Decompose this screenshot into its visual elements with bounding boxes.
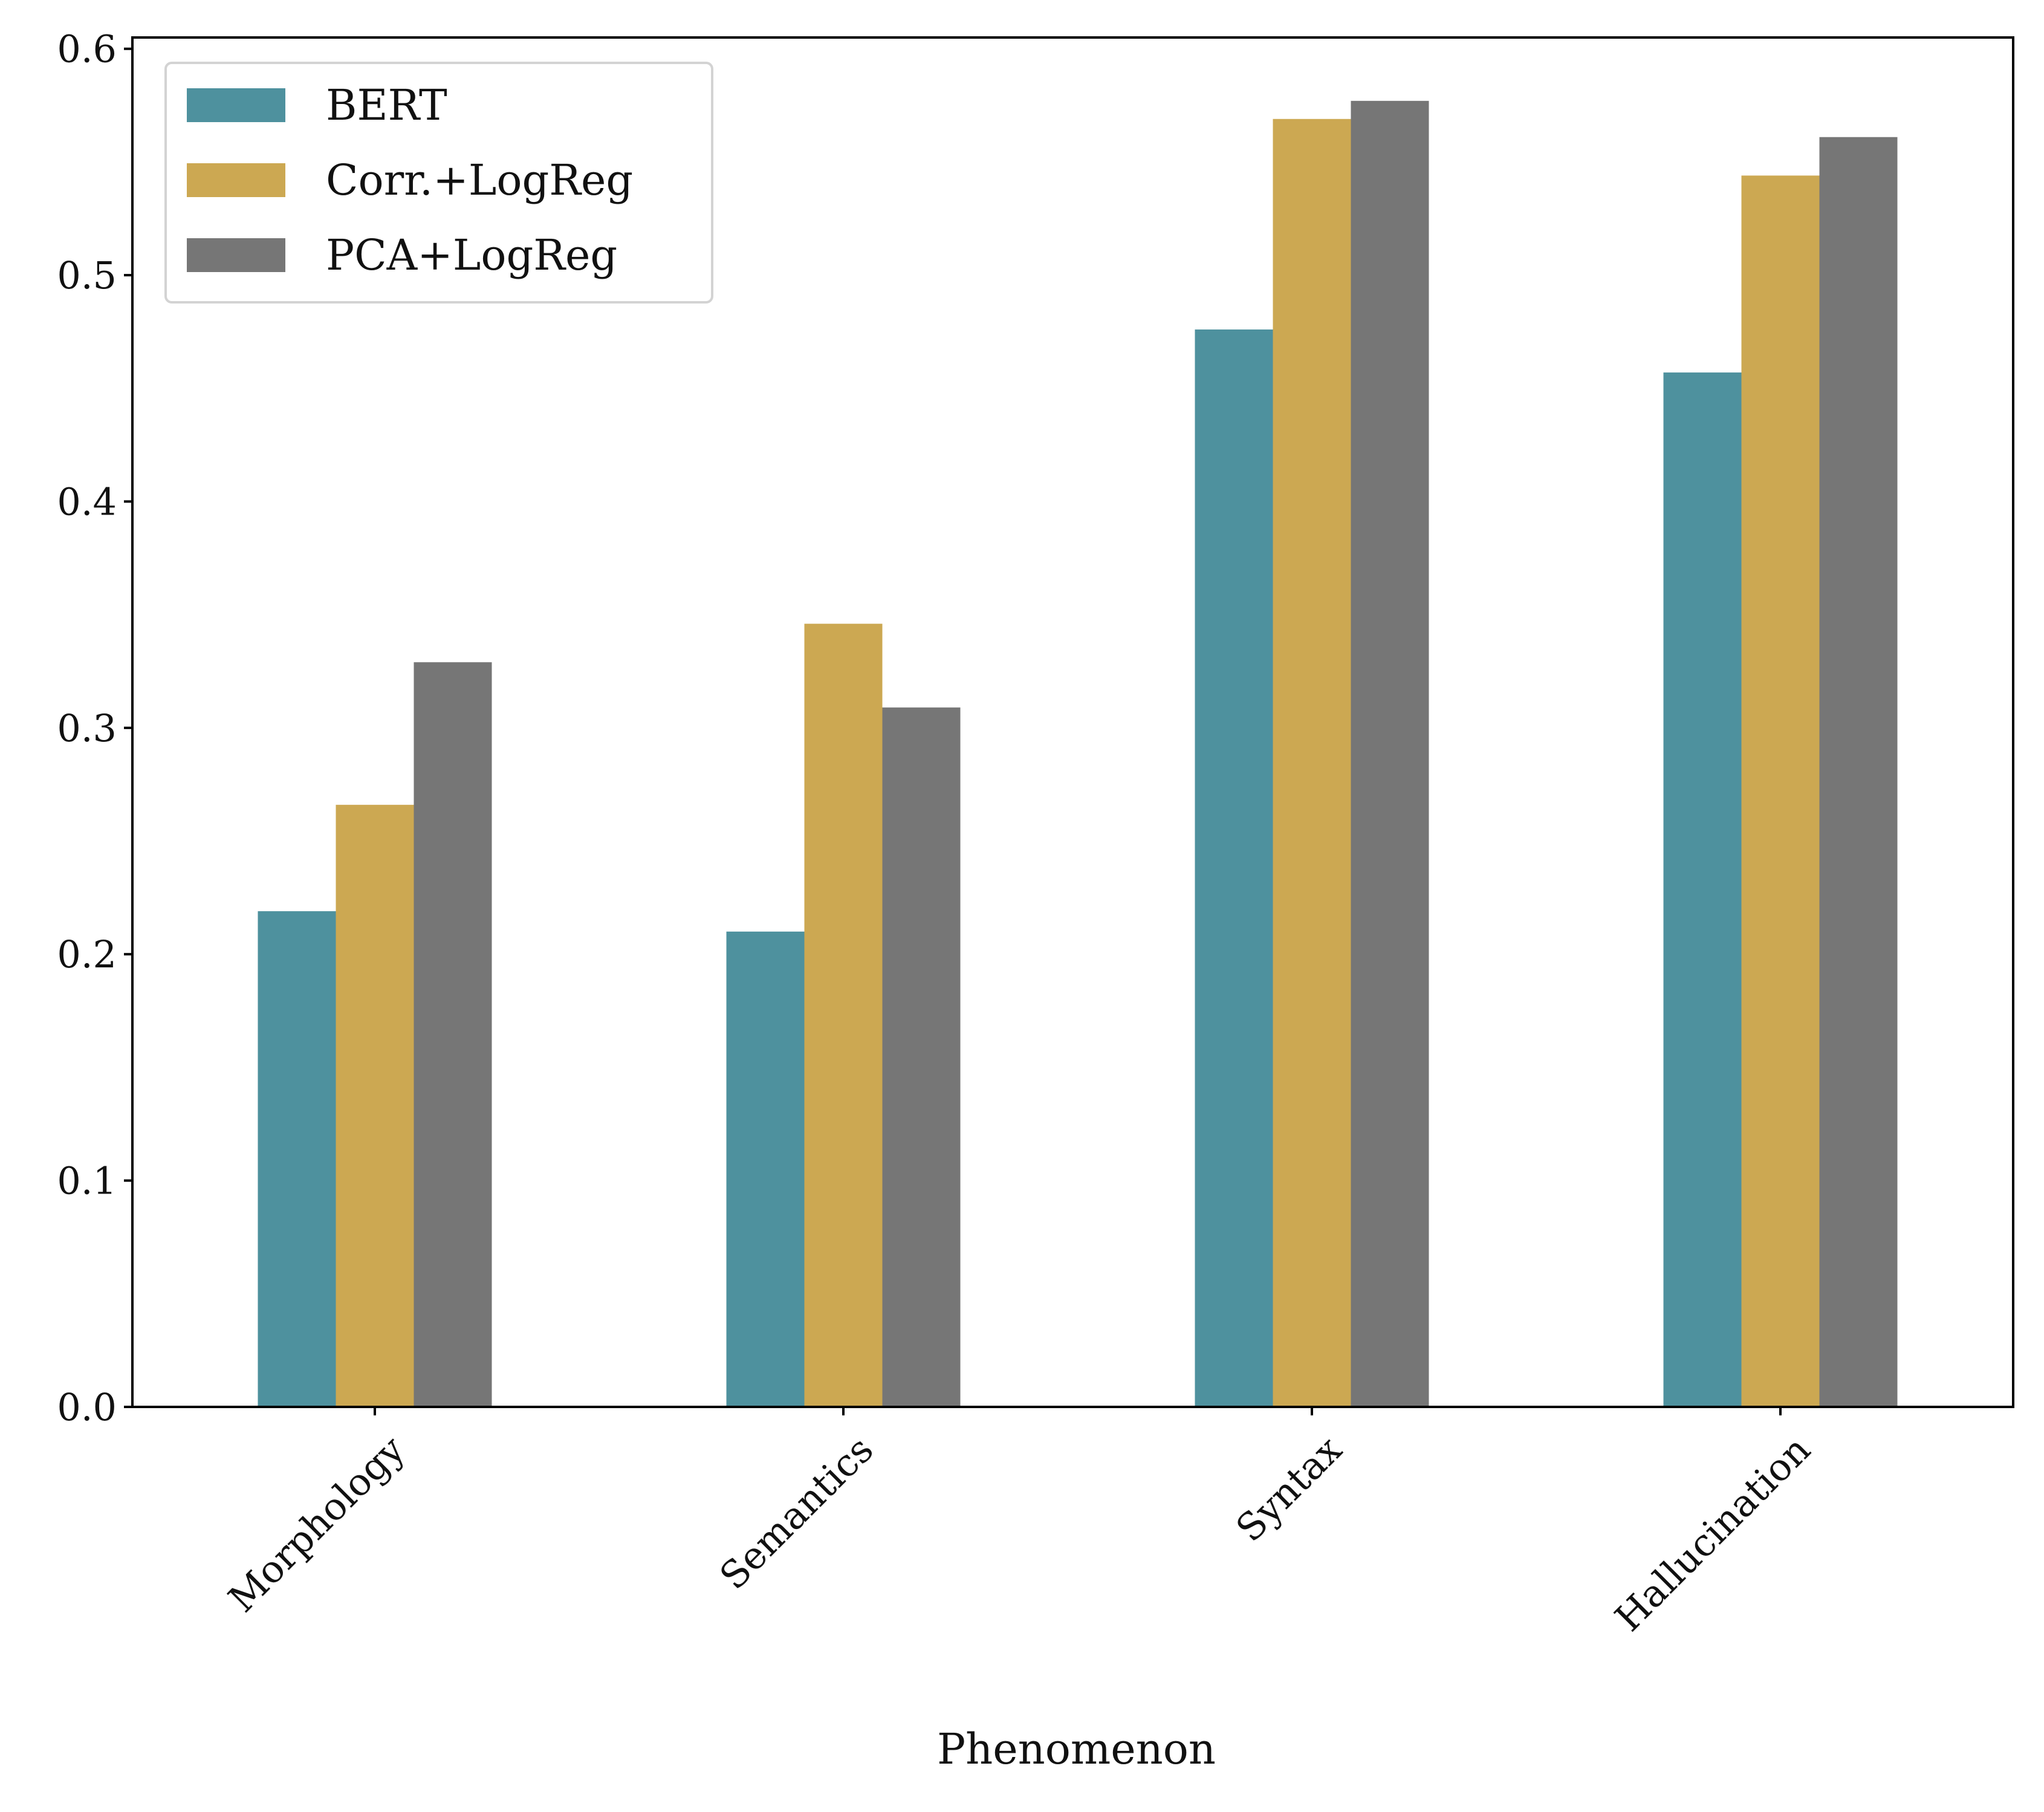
legend-swatch-corr-logreg <box>187 163 285 197</box>
y-tick-label: 0.3 <box>57 706 117 750</box>
plot-frame <box>131 36 2014 1408</box>
y-tick-label: 0.2 <box>57 932 117 976</box>
y-tick-label: 0.5 <box>57 253 117 297</box>
legend-label-pca-logreg: PCA+LogReg <box>326 230 617 280</box>
bar-bert-syntax <box>1195 329 1273 1407</box>
x-tick-label-semantics: Semantics <box>711 1427 881 1598</box>
bar-corr-logreg-semantics <box>804 623 883 1407</box>
x-axis: Morphology Semantics Syntax Hallucination <box>220 1407 1819 1640</box>
bar-corr-logreg-syntax <box>1273 119 1351 1407</box>
x-tick-label-hallucination: Hallucination <box>1606 1427 1819 1640</box>
x-tick-label-syntax: Syntax <box>1227 1427 1350 1550</box>
y-tick-label: 0.4 <box>57 479 117 524</box>
bar-pca-logreg-morphology <box>414 662 492 1407</box>
bars-group <box>258 100 1898 1408</box>
bar-corr-logreg-hallucination <box>1741 175 1820 1408</box>
y-tick-label: 0.1 <box>57 1159 117 1203</box>
legend-frame <box>164 62 713 304</box>
legend-label-bert: BERT <box>326 80 447 130</box>
legend: BERT Corr.+LogReg PCA+LogReg <box>164 62 713 304</box>
bar-pca-logreg-hallucination <box>1819 137 1898 1407</box>
y-tick-label: 0.6 <box>57 27 117 71</box>
legend-label-corr-logreg: Corr.+LogReg <box>326 155 633 205</box>
x-axis-label: Phenomenon <box>937 1724 1216 1774</box>
bar-corr-logreg-morphology <box>336 805 414 1407</box>
legend-swatch-pca-logreg <box>187 238 285 272</box>
bar-pca-logreg-syntax <box>1351 100 1429 1408</box>
y-axis: 0.0 0.1 0.2 0.3 0.4 0.5 0.6 <box>57 27 132 1429</box>
bar-bert-hallucination <box>1663 372 1742 1407</box>
y-tick-label: 0.0 <box>57 1385 117 1429</box>
bar-pca-logreg-semantics <box>882 707 961 1407</box>
legend-swatch-bert <box>187 88 285 122</box>
bar-bert-morphology <box>258 911 336 1407</box>
bar-bert-semantics <box>726 931 805 1407</box>
x-tick-label-morphology: Morphology <box>220 1427 414 1621</box>
